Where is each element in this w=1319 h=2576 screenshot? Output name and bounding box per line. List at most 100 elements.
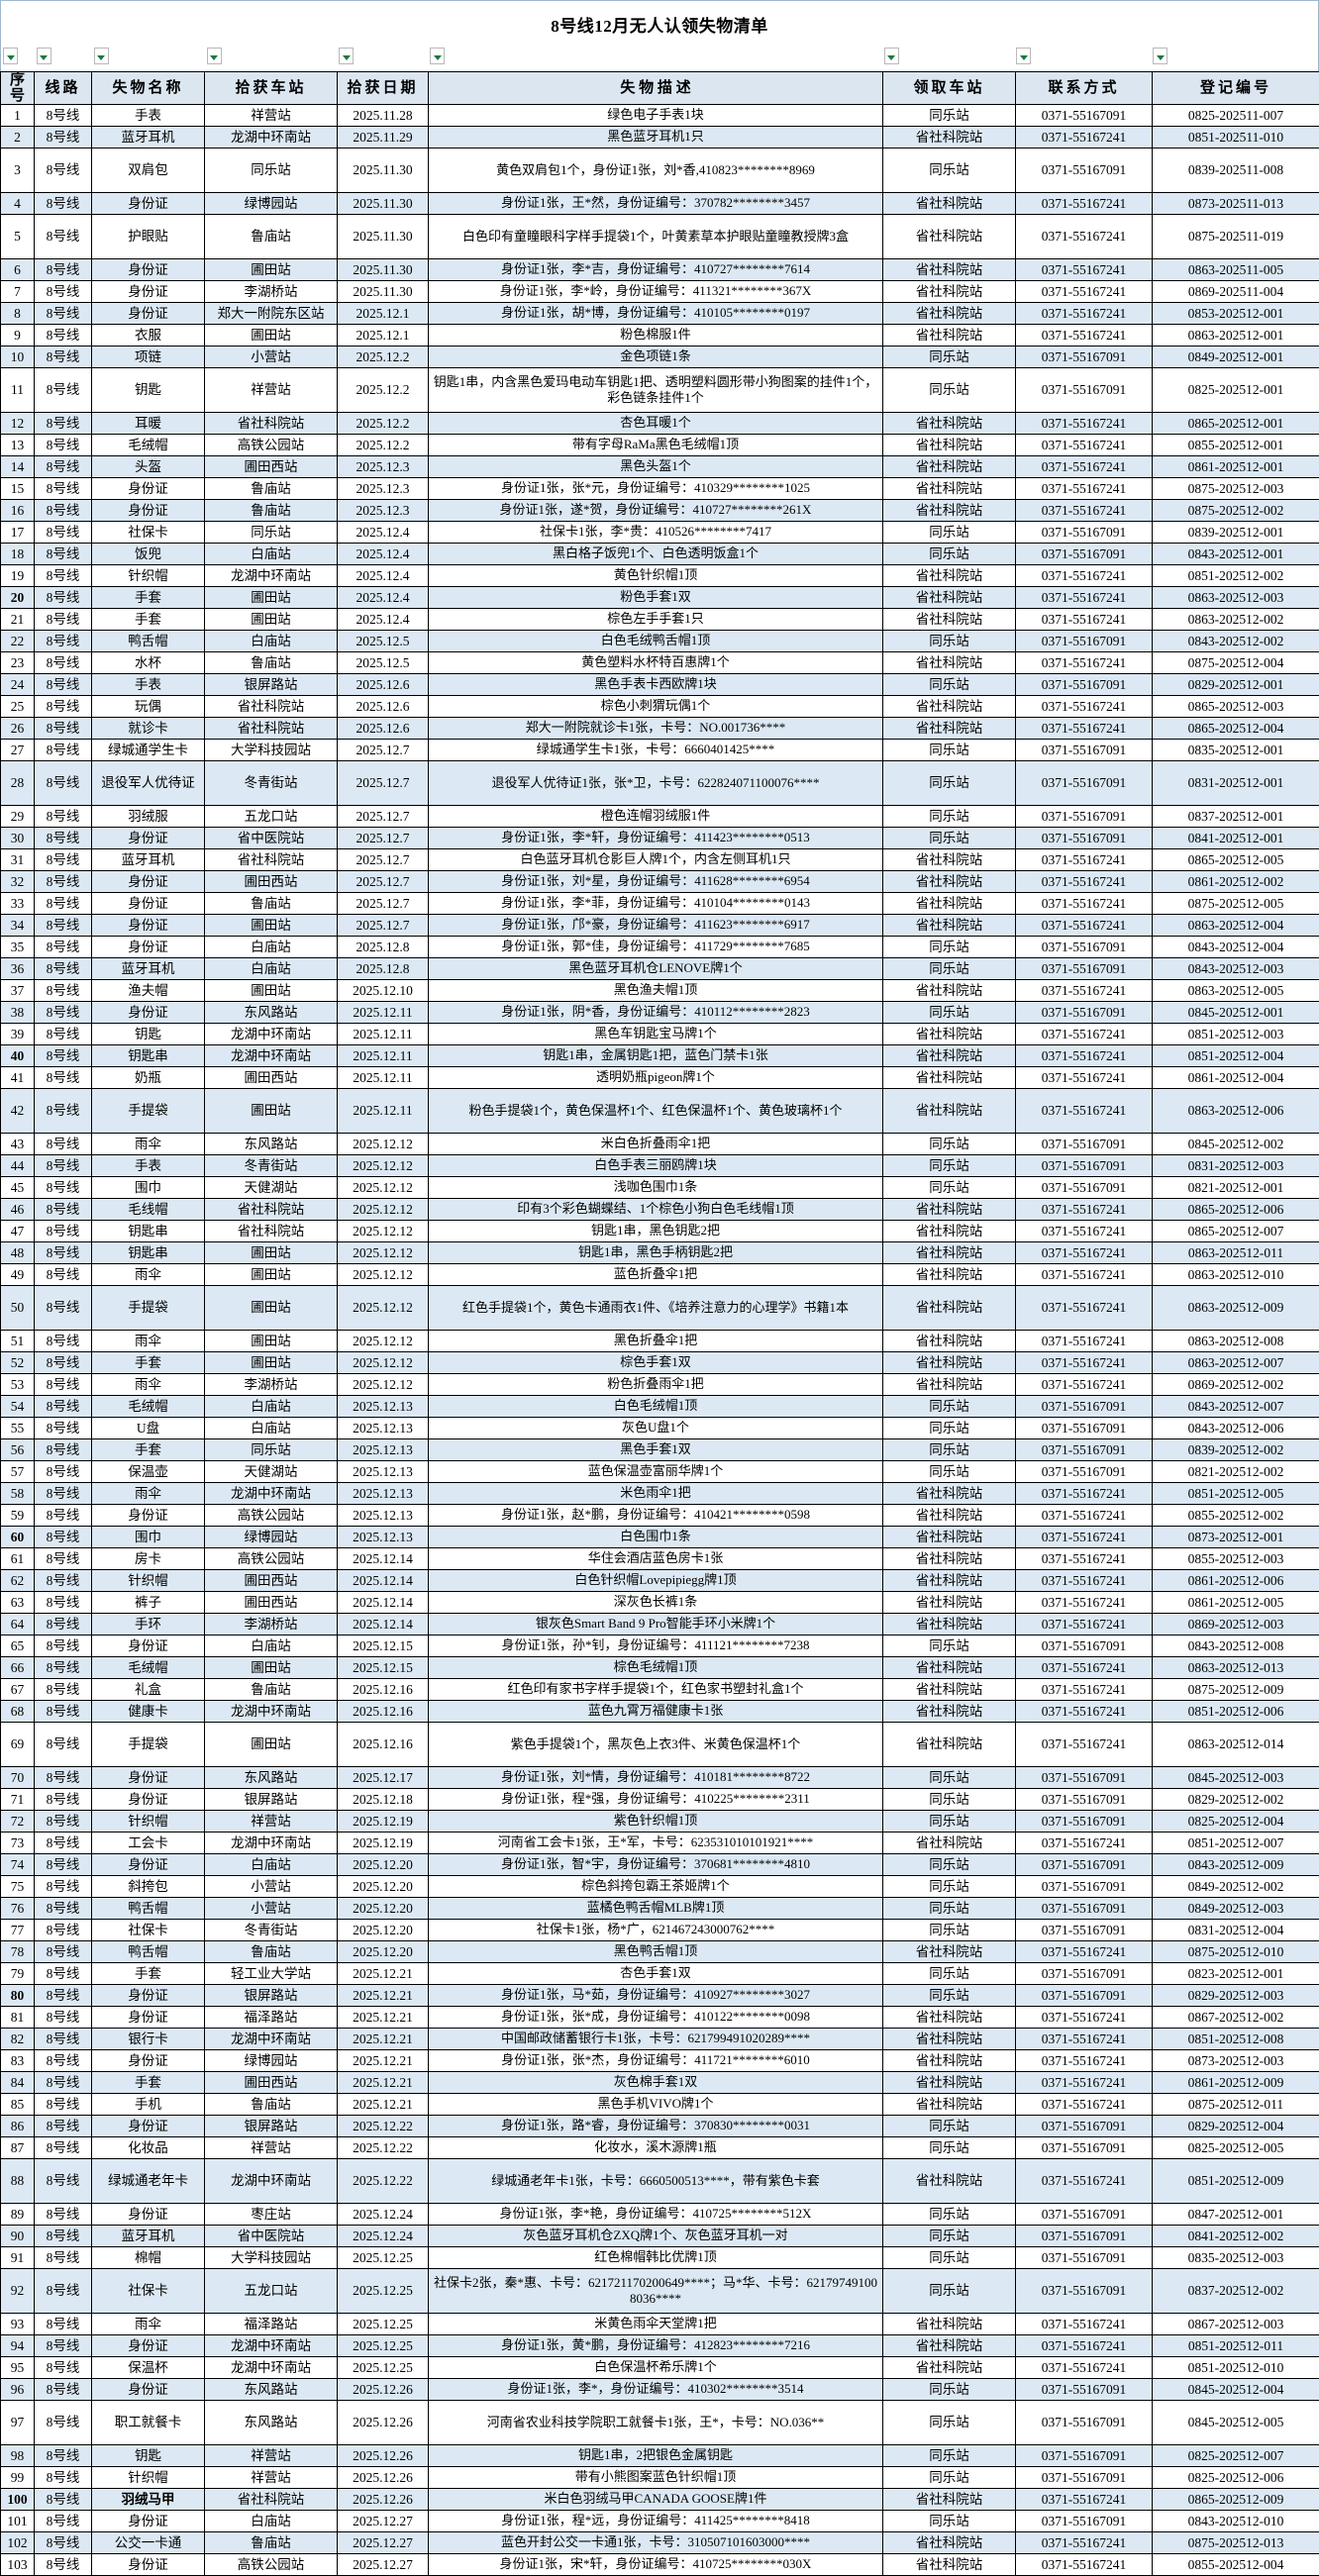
cell-序号[interactable]: 54 bbox=[1, 1396, 35, 1418]
cell-失 物 描 述[interactable]: 身份证1张，李*轩，身份证编号：411423********0513 bbox=[429, 828, 883, 849]
cell-联系方式[interactable]: 0371-55167241 bbox=[1016, 1657, 1153, 1679]
cell-拾获车站[interactable]: 省社科院站 bbox=[205, 2489, 338, 2511]
cell-拾获日期[interactable]: 2025.12.25 bbox=[338, 2314, 429, 2335]
cell-登记编号[interactable]: 0851-202512-006 bbox=[1153, 1701, 1319, 1723]
cell-失物名称[interactable]: 羽绒服 bbox=[92, 806, 205, 828]
cell-领取车站[interactable]: 同乐站 bbox=[883, 1789, 1016, 1811]
cell-领取车站[interactable]: 同乐站 bbox=[883, 740, 1016, 761]
cell-线路[interactable]: 8号线 bbox=[35, 1941, 92, 1963]
cell-登记编号[interactable]: 0851-202512-011 bbox=[1153, 2335, 1319, 2357]
cell-领取车站[interactable]: 省社科院站 bbox=[883, 2335, 1016, 2357]
cell-序号[interactable]: 48 bbox=[1, 1242, 35, 1264]
cell-拾获日期[interactable]: 2025.12.12 bbox=[338, 1286, 429, 1331]
cell-联系方式[interactable]: 0371-55167091 bbox=[1016, 2467, 1153, 2489]
cell-领取车站[interactable]: 省社科院站 bbox=[883, 435, 1016, 456]
cell-线路[interactable]: 8号线 bbox=[35, 303, 92, 325]
cell-登记编号[interactable]: 0843-202512-007 bbox=[1153, 1396, 1319, 1418]
cell-领取车站[interactable]: 同乐站 bbox=[883, 2379, 1016, 2401]
cell-失 物 描 述[interactable]: 白色印有童瞳眼科字样手提袋1个，叶黄素草本护眼贴童瞳教授牌3盒 bbox=[429, 215, 883, 259]
cell-序号[interactable]: 33 bbox=[1, 893, 35, 915]
cell-领取车站[interactable]: 省社科院站 bbox=[883, 2050, 1016, 2072]
cell-序号[interactable]: 59 bbox=[1, 1505, 35, 1527]
cell-线路[interactable]: 8号线 bbox=[35, 958, 92, 980]
cell-联系方式[interactable]: 0371-55167091 bbox=[1016, 544, 1153, 565]
cell-线路[interactable]: 8号线 bbox=[35, 1723, 92, 1767]
cell-联系方式[interactable]: 0371-55167091 bbox=[1016, 1854, 1153, 1876]
cell-联系方式[interactable]: 0371-55167241 bbox=[1016, 871, 1153, 893]
cell-序号[interactable]: 53 bbox=[1, 1374, 35, 1396]
cell-拾获车站[interactable]: 龙湖中环南站 bbox=[205, 2029, 338, 2050]
cell-线路[interactable]: 8号线 bbox=[35, 2467, 92, 2489]
cell-登记编号[interactable]: 0869-202512-003 bbox=[1153, 1614, 1319, 1635]
cell-线路[interactable]: 8号线 bbox=[35, 478, 92, 500]
cell-序号[interactable]: 98 bbox=[1, 2445, 35, 2467]
cell-联系方式[interactable]: 0371-55167241 bbox=[1016, 718, 1153, 740]
cell-线路[interactable]: 8号线 bbox=[35, 1396, 92, 1418]
cell-拾获车站[interactable]: 龙湖中环南站 bbox=[205, 1045, 338, 1067]
cell-线路[interactable]: 8号线 bbox=[35, 2554, 92, 2576]
cell-领取车站[interactable]: 同乐站 bbox=[883, 1439, 1016, 1461]
cell-领取车站[interactable]: 省社科院站 bbox=[883, 1089, 1016, 1134]
cell-线路[interactable]: 8号线 bbox=[35, 1483, 92, 1505]
cell-线路[interactable]: 8号线 bbox=[35, 565, 92, 587]
cell-线路[interactable]: 8号线 bbox=[35, 368, 92, 413]
cell-领取车站[interactable]: 省社科院站 bbox=[883, 696, 1016, 718]
cell-拾获车站[interactable]: 小营站 bbox=[205, 347, 338, 368]
cell-领取车站[interactable]: 省社科院站 bbox=[883, 1657, 1016, 1679]
cell-拾获车站[interactable]: 省中医院站 bbox=[205, 2226, 338, 2247]
cell-失 物 描 述[interactable]: 社保卡1张，杨*广，621467243000762**** bbox=[429, 1920, 883, 1941]
cell-登记编号[interactable]: 0863-202512-002 bbox=[1153, 609, 1319, 631]
cell-领取车站[interactable]: 省社科院站 bbox=[883, 1941, 1016, 1963]
cell-失物名称[interactable]: 针织帽 bbox=[92, 1570, 205, 1592]
filter-dropdown-icon[interactable] bbox=[3, 48, 18, 64]
cell-线路[interactable]: 8号线 bbox=[35, 1286, 92, 1331]
cell-失 物 描 述[interactable]: 红色手提袋1个，黄色卡通雨衣1件、《培养注意力的心理学》书籍1本 bbox=[429, 1286, 883, 1331]
cell-失物名称[interactable]: 手提袋 bbox=[92, 1286, 205, 1331]
cell-联系方式[interactable]: 0371-55167241 bbox=[1016, 587, 1153, 609]
cell-登记编号[interactable]: 0869-202512-002 bbox=[1153, 1374, 1319, 1396]
cell-联系方式[interactable]: 0371-55167241 bbox=[1016, 478, 1153, 500]
cell-拾获日期[interactable]: 2025.12.27 bbox=[338, 2554, 429, 2576]
cell-领取车站[interactable]: 省社科院站 bbox=[883, 980, 1016, 1002]
cell-拾获车站[interactable]: 高铁公园站 bbox=[205, 2554, 338, 2576]
cell-联系方式[interactable]: 0371-55167241 bbox=[1016, 456, 1153, 478]
cell-领取车站[interactable]: 同乐站 bbox=[883, 2116, 1016, 2137]
cell-序号[interactable]: 40 bbox=[1, 1045, 35, 1067]
cell-联系方式[interactable]: 0371-55167091 bbox=[1016, 1789, 1153, 1811]
cell-拾获车站[interactable]: 省社科院站 bbox=[205, 696, 338, 718]
cell-失 物 描 述[interactable]: 身份证1张，孙*钊，身份证编号：411121********7238 bbox=[429, 1635, 883, 1657]
cell-领取车站[interactable]: 同乐站 bbox=[883, 2226, 1016, 2247]
cell-联系方式[interactable]: 0371-55167241 bbox=[1016, 2489, 1153, 2511]
cell-失物名称[interactable]: 蓝牙耳机 bbox=[92, 958, 205, 980]
cell-登记编号[interactable]: 0845-202512-001 bbox=[1153, 1002, 1319, 1024]
cell-拾获车站[interactable]: 鲁庙站 bbox=[205, 478, 338, 500]
cell-拾获日期[interactable]: 2025.12.10 bbox=[338, 980, 429, 1002]
cell-序号[interactable]: 92 bbox=[1, 2269, 35, 2314]
cell-序号[interactable]: 31 bbox=[1, 849, 35, 871]
cell-登记编号[interactable]: 0873-202511-013 bbox=[1153, 193, 1319, 215]
column-header-0[interactable]: 序号 bbox=[1, 72, 35, 105]
cell-线路[interactable]: 8号线 bbox=[35, 1067, 92, 1089]
cell-线路[interactable]: 8号线 bbox=[35, 1527, 92, 1548]
cell-拾获车站[interactable]: 圃田西站 bbox=[205, 871, 338, 893]
cell-拾获日期[interactable]: 2025.12.14 bbox=[338, 1548, 429, 1570]
cell-拾获车站[interactable]: 东风路站 bbox=[205, 1134, 338, 1155]
cell-失 物 描 述[interactable]: 身份证1张，胡*博，身份证编号：410105********0197 bbox=[429, 303, 883, 325]
cell-失物名称[interactable]: 手机 bbox=[92, 2094, 205, 2116]
cell-登记编号[interactable]: 0837-202512-002 bbox=[1153, 2269, 1319, 2314]
cell-失 物 描 述[interactable]: 棕色毛绒帽1顶 bbox=[429, 1657, 883, 1679]
cell-登记编号[interactable]: 0851-202512-010 bbox=[1153, 2357, 1319, 2379]
cell-拾获车站[interactable]: 福泽路站 bbox=[205, 2007, 338, 2029]
